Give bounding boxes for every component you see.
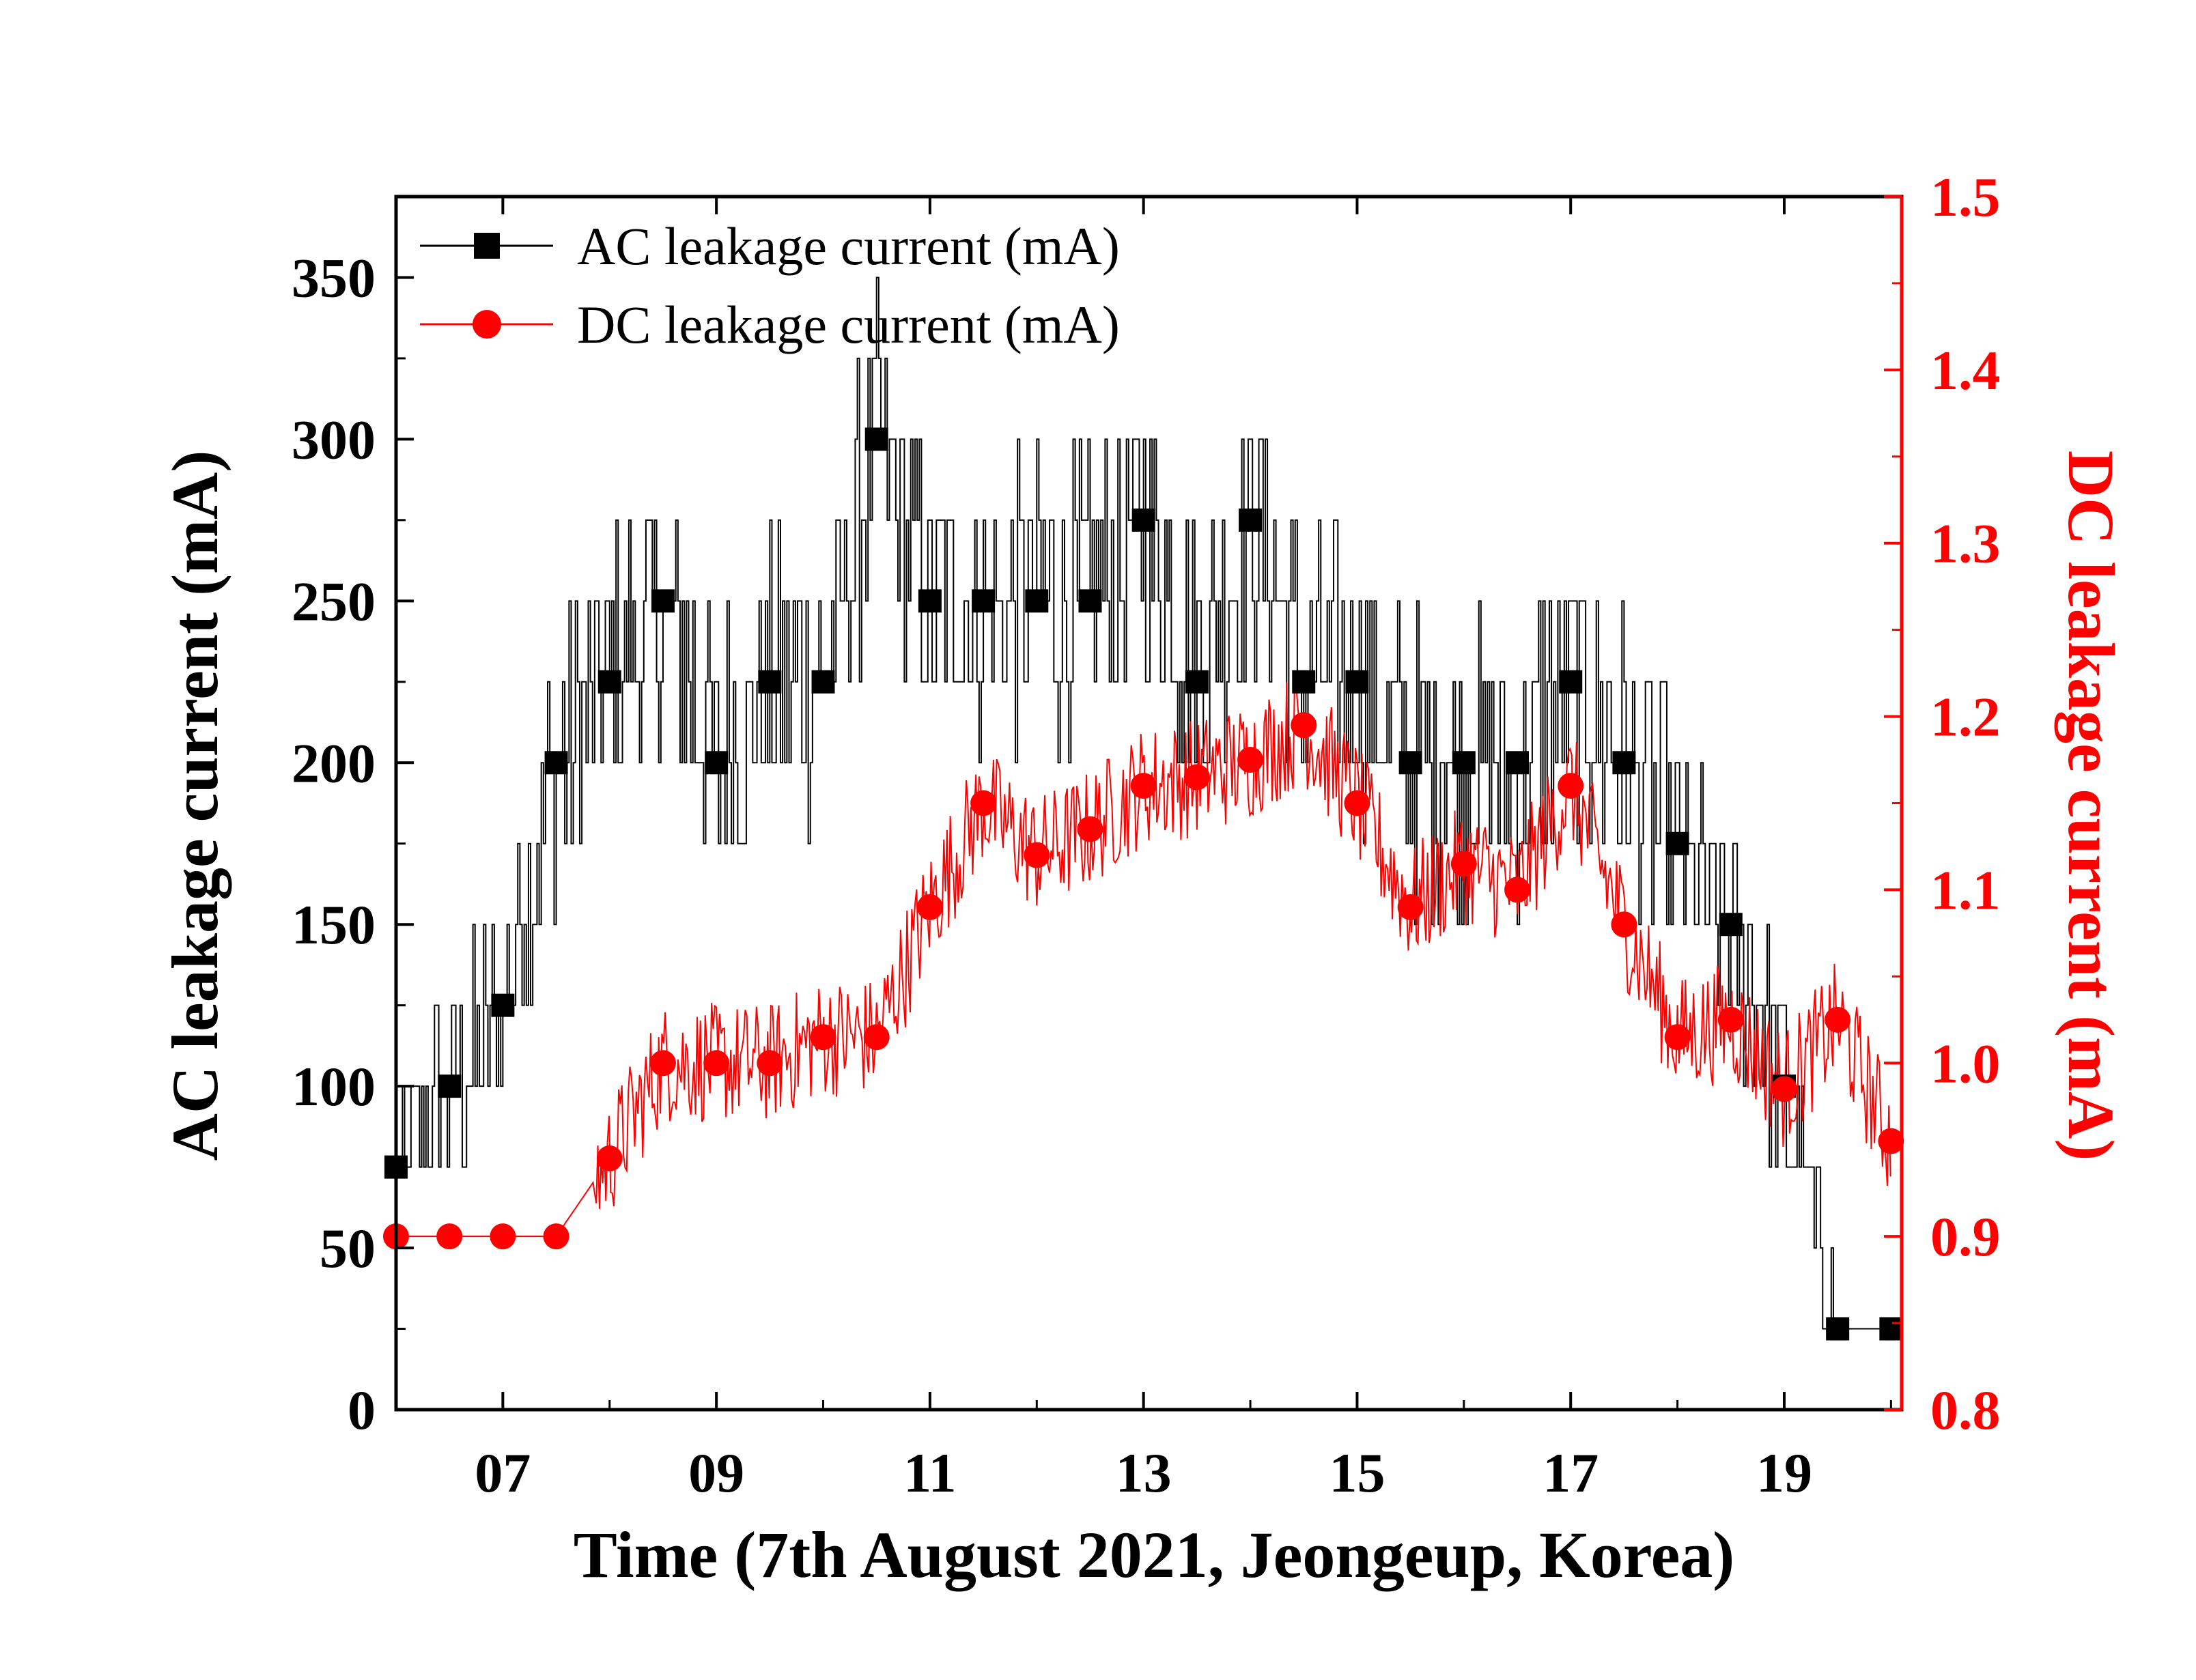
ac-point	[1292, 670, 1316, 694]
x-tick-label: 19	[1756, 1442, 1812, 1504]
ac-point	[1665, 831, 1689, 855]
dc-point	[649, 1050, 676, 1077]
dc-raw-trace	[396, 678, 1891, 1238]
dc-point	[490, 1223, 516, 1250]
legend-dc-label: DC leakage current (mA)	[577, 295, 1120, 354]
ac-point	[597, 670, 621, 694]
ac-point	[1131, 508, 1155, 532]
ac-point	[544, 751, 568, 775]
x-tick-label: 07	[475, 1442, 531, 1504]
ac-point	[491, 993, 515, 1017]
ac-point	[1879, 1317, 1903, 1341]
dc-point	[1344, 790, 1370, 816]
right-y-tick-label: 1.1	[1930, 859, 2001, 921]
ac-raw-trace	[396, 276, 1891, 1330]
dc-point	[1504, 877, 1531, 903]
ac-point	[864, 427, 888, 451]
dc-point	[1024, 842, 1050, 868]
dc-point	[703, 1050, 730, 1077]
dc-point	[1717, 1006, 1744, 1033]
dc-point	[1771, 1076, 1797, 1102]
right-y-tick-label: 1.4	[1930, 339, 2001, 401]
dc-point	[1130, 773, 1157, 799]
left-y-axis-title: AC leakage current (mA)	[158, 451, 231, 1161]
left-y-tick-label: 100	[292, 1055, 376, 1117]
right-y-tick-label: 1.2	[1930, 686, 2001, 748]
dc-point	[1611, 911, 1637, 938]
dc-point	[1558, 773, 1584, 799]
x-axis-title: Time (7th August 2021, Jeongeup, Korea)	[574, 1518, 1735, 1591]
ac-point	[972, 589, 996, 613]
ac-point	[1559, 670, 1583, 694]
right-y-tick-label: 1.0	[1930, 1032, 2001, 1094]
right-y-tick-label: 1.3	[1930, 513, 2001, 575]
left-y-tick-label: 350	[292, 246, 376, 309]
ac-point	[1506, 751, 1530, 775]
legend-ac-marker	[474, 233, 500, 259]
ac-point	[1239, 508, 1263, 532]
ac-point	[1078, 589, 1102, 613]
legend: AC leakage current (mA) DC leakage curre…	[420, 216, 1120, 354]
ac-point	[1025, 589, 1049, 613]
ac-point	[1452, 751, 1476, 775]
dc-point	[810, 1024, 836, 1051]
right-y-tick-label: 0.8	[1930, 1379, 2001, 1441]
dc-point	[1183, 764, 1210, 791]
dc-point	[1397, 894, 1424, 920]
dc-point	[863, 1024, 890, 1051]
dc-point	[1825, 1006, 1851, 1033]
right-y-tick-label: 0.9	[1930, 1206, 2001, 1268]
ac-point	[1826, 1317, 1850, 1341]
dc-point	[1664, 1024, 1691, 1051]
ac-point	[811, 670, 835, 694]
dc-point	[436, 1223, 463, 1250]
dc-point	[543, 1223, 569, 1250]
legend-ac-label: AC leakage current (mA)	[577, 216, 1120, 276]
raw-signal-traces	[396, 276, 1891, 1330]
legend-dc-marker	[473, 310, 501, 339]
ac-point	[918, 589, 942, 613]
ac-point	[758, 670, 782, 694]
right-y-axis-title: DC leakage current (mA)	[2055, 451, 2128, 1161]
right-y-axis-ticks: 0.8 0.9 1.0 1.1 1.2 1.3 1.4 1.5	[1884, 166, 2001, 1441]
ac-point	[1345, 670, 1369, 694]
dc-point	[916, 894, 943, 920]
ac-point	[1719, 913, 1743, 937]
left-y-tick-label: 50	[320, 1217, 376, 1279]
ac-point	[651, 589, 675, 613]
left-y-tick-label: 200	[292, 732, 376, 794]
dc-point	[596, 1145, 623, 1171]
ac-point	[1612, 751, 1636, 775]
dc-point	[1291, 712, 1317, 739]
dc-point	[1450, 851, 1477, 877]
x-axis-ticks: 07 09 11 13 15 17 19	[395, 197, 1892, 1504]
left-y-tick-label: 150	[292, 894, 376, 956]
left-y-tick-label: 0	[348, 1379, 376, 1441]
x-tick-label: 17	[1543, 1442, 1599, 1504]
x-tick-label: 09	[688, 1442, 744, 1504]
x-tick-label: 13	[1116, 1442, 1172, 1504]
ac-point	[1398, 751, 1422, 775]
ac-point	[705, 751, 729, 775]
dc-point	[970, 790, 997, 816]
left-y-axis-ticks: 0 50 100 150 200 250 300 350	[292, 246, 414, 1441]
right-y-tick-label: 1.5	[1930, 166, 2001, 228]
x-tick-label: 15	[1329, 1442, 1385, 1504]
dc-point	[1077, 816, 1103, 842]
left-y-tick-label: 300	[292, 408, 376, 470]
dc-point	[757, 1050, 783, 1077]
x-tick-label: 11	[903, 1442, 956, 1504]
series-markers	[383, 427, 1904, 1341]
dc-point	[1878, 1128, 1904, 1154]
left-y-tick-label: 250	[292, 570, 376, 632]
dc-point	[1237, 747, 1264, 773]
ac-point	[438, 1074, 462, 1098]
ac-point	[1185, 670, 1209, 694]
